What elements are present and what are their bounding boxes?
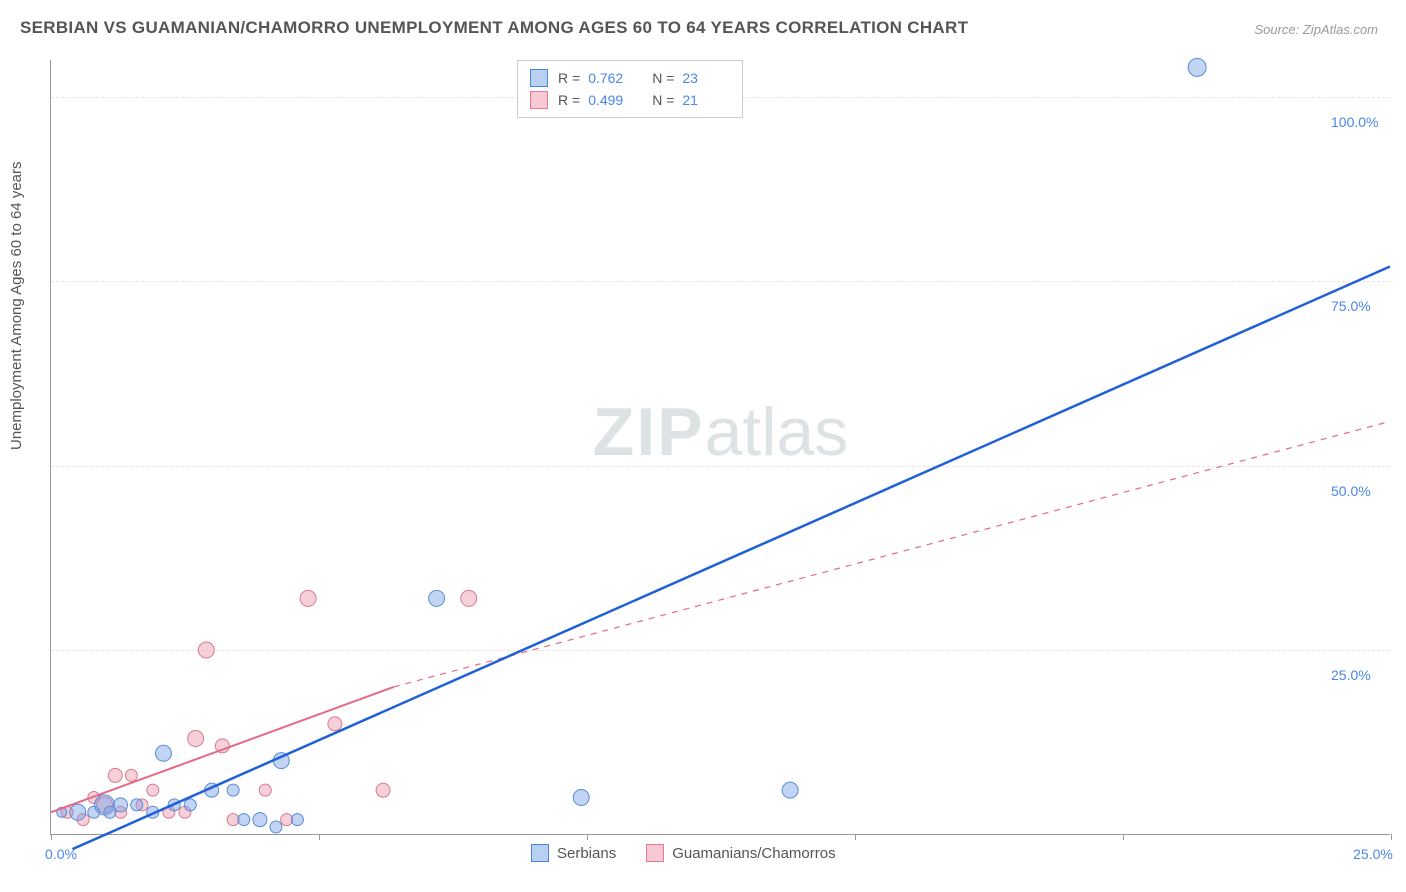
legend-top-row: R = 0.499 N = 21	[530, 89, 730, 111]
serbians-point	[253, 813, 267, 827]
legend-r-label: R =	[558, 89, 580, 111]
serbians-point	[184, 799, 196, 811]
guamanians-point	[198, 642, 214, 658]
legend-n-label: N =	[652, 89, 674, 111]
guamanians-point	[461, 590, 477, 606]
x-tick-mark	[51, 834, 52, 840]
legend-r-value: 0.499	[588, 89, 636, 111]
x-tick-label: 25.0%	[1353, 846, 1393, 862]
serbians-point	[238, 814, 250, 826]
legend-n-value: 21	[682, 89, 730, 111]
serbians-point	[155, 745, 171, 761]
serbians-point	[114, 798, 128, 812]
serbians-regression	[72, 267, 1390, 850]
legend-swatch-icon	[530, 69, 548, 87]
serbians-point	[270, 821, 282, 833]
guamanians-point	[328, 717, 342, 731]
x-tick-mark	[1123, 834, 1124, 840]
serbians-point	[70, 804, 86, 820]
serbians-point	[429, 590, 445, 606]
legend-correlation-box: R = 0.762 N = 23 R = 0.499 N = 21	[517, 60, 743, 118]
legend-series-item: Guamanians/Chamorros	[646, 844, 835, 862]
legend-swatch-icon	[530, 91, 548, 109]
plot-area: ZIPatlas 25.0%50.0%75.0%100.0% 0.0%25.0%…	[50, 60, 1390, 835]
y-axis-label: Unemployment Among Ages 60 to 64 years	[8, 161, 25, 450]
guamanians-point	[281, 814, 293, 826]
guamanians-point	[259, 784, 271, 796]
legend-swatch-icon	[646, 844, 664, 862]
legend-series-label: Serbians	[557, 845, 616, 862]
serbians-point	[573, 790, 589, 806]
legend-series-label: Guamanians/Chamorros	[672, 845, 835, 862]
guamanians-point	[188, 731, 204, 747]
x-tick-mark	[855, 834, 856, 840]
legend-swatch-icon	[531, 844, 549, 862]
chart-title: SERBIAN VS GUAMANIAN/CHAMORRO UNEMPLOYME…	[20, 18, 968, 38]
guamanians-point	[376, 783, 390, 797]
guamanians-point	[147, 784, 159, 796]
scatter-svg	[51, 60, 1390, 834]
guamanians-point	[227, 814, 239, 826]
guamanians-point	[108, 768, 122, 782]
legend-top-row: R = 0.762 N = 23	[530, 67, 730, 89]
legend-series-item: Serbians	[531, 844, 616, 862]
serbians-point	[1188, 58, 1206, 76]
legend-series: Serbians Guamanians/Chamorros	[531, 844, 836, 862]
legend-r-value: 0.762	[588, 67, 636, 89]
legend-n-value: 23	[682, 67, 730, 89]
chart-container: SERBIAN VS GUAMANIAN/CHAMORRO UNEMPLOYME…	[0, 0, 1406, 892]
x-tick-mark	[1391, 834, 1392, 840]
serbians-point	[131, 799, 143, 811]
guamanians-point	[300, 590, 316, 606]
serbians-point	[782, 782, 798, 798]
legend-r-label: R =	[558, 67, 580, 89]
guamanians-regression-dashed	[394, 421, 1390, 687]
x-tick-mark	[319, 834, 320, 840]
guamanians-regression-solid	[51, 687, 394, 812]
serbians-point	[291, 814, 303, 826]
serbians-point	[227, 784, 239, 796]
guamanians-point	[125, 769, 137, 781]
source-label: Source: ZipAtlas.com	[1254, 22, 1378, 37]
x-tick-mark	[587, 834, 588, 840]
legend-n-label: N =	[652, 67, 674, 89]
